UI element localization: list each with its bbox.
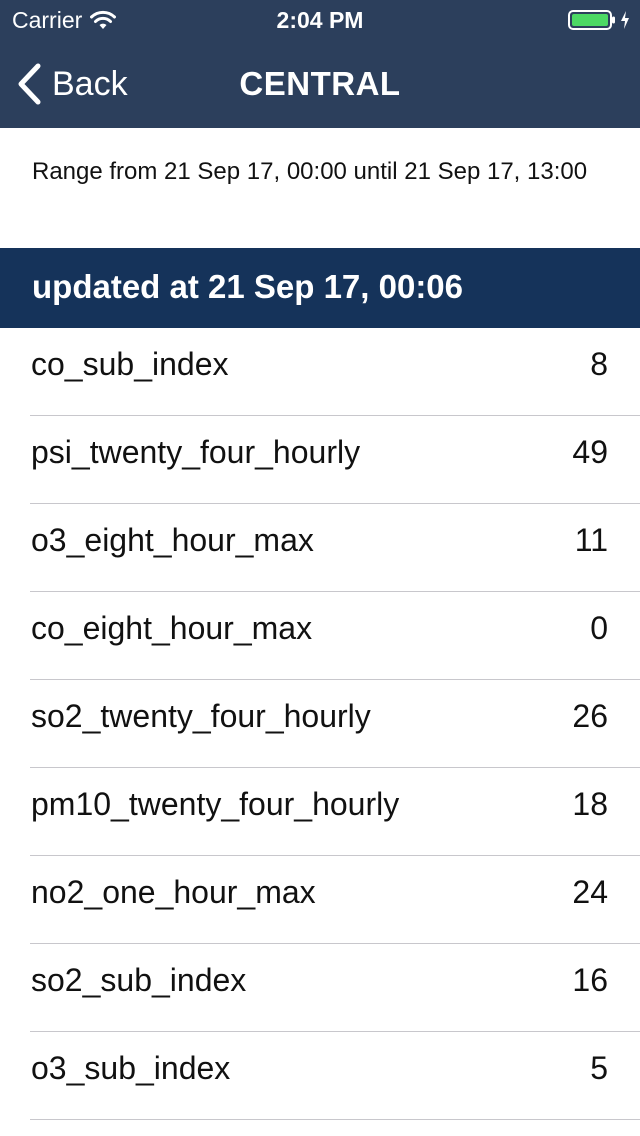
navigation-bar: Back CENTRAL <box>0 40 640 128</box>
battery-icon <box>568 10 615 30</box>
battery-indicator <box>568 10 630 30</box>
carrier-label: Carrier <box>12 7 83 33</box>
back-button[interactable]: Back <box>16 60 128 108</box>
status-bar: Carrier 2:04 PM <box>0 0 640 40</box>
list-item[interactable]: psi_twenty_four_hourly 49 <box>0 416 640 504</box>
list-item[interactable]: o3_eight_hour_max 11 <box>0 504 640 592</box>
list-item[interactable]: no2_one_hour_max 24 <box>0 856 640 944</box>
reading-value: 49 <box>572 434 608 470</box>
reading-name: so2_twenty_four_hourly <box>31 698 371 734</box>
reading-name: so2_sub_index <box>31 962 247 998</box>
reading-name: o3_sub_index <box>31 1050 231 1086</box>
list-item[interactable]: co_sub_index 8 <box>0 328 640 416</box>
reading-name: no2_one_hour_max <box>31 874 316 910</box>
status-time: 2:04 PM <box>276 7 364 33</box>
top-bar: Carrier 2:04 PM Back CENTR <box>0 0 640 128</box>
page-title: CENTRAL <box>239 65 401 102</box>
reading-value: 16 <box>572 962 608 998</box>
reading-value: 0 <box>590 610 608 646</box>
reading-name: pm10_twenty_four_hourly <box>31 786 400 822</box>
list-item[interactable]: so2_sub_index 16 <box>0 944 640 1032</box>
reading-name: o3_eight_hour_max <box>31 522 314 558</box>
list-item[interactable]: co_eight_hour_max 0 <box>0 592 640 680</box>
list-item[interactable]: pm10_twenty_four_hourly 18 <box>0 768 640 856</box>
updated-timestamp: updated at 21 Sep 17, 00:06 <box>32 268 464 305</box>
wifi-icon <box>90 10 117 29</box>
reading-value: 26 <box>572 698 608 734</box>
readings-list: co_sub_index 8 psi_twenty_four_hourly 49… <box>0 328 640 1120</box>
back-label: Back <box>52 65 128 103</box>
reading-value: 24 <box>572 874 608 910</box>
chevron-left-icon <box>18 63 41 105</box>
reading-value: 11 <box>574 522 608 558</box>
list-item[interactable]: so2_twenty_four_hourly 26 <box>0 680 640 768</box>
carrier-info: Carrier <box>12 7 117 33</box>
reading-name: co_sub_index <box>31 346 229 382</box>
reading-name: psi_twenty_four_hourly <box>31 434 361 470</box>
range-section: Range from 21 Sep 17, 00:00 until 21 Sep… <box>0 128 640 248</box>
charging-icon <box>621 11 629 29</box>
list-item[interactable]: o3_sub_index 5 <box>0 1032 640 1120</box>
range-text: Range from 21 Sep 17, 00:00 until 21 Sep… <box>32 158 588 185</box>
reading-name: co_eight_hour_max <box>31 610 313 646</box>
section-header: updated at 21 Sep 17, 00:06 <box>0 248 640 328</box>
reading-value: 18 <box>572 786 608 822</box>
reading-value: 5 <box>590 1050 608 1086</box>
reading-value: 8 <box>590 346 608 382</box>
